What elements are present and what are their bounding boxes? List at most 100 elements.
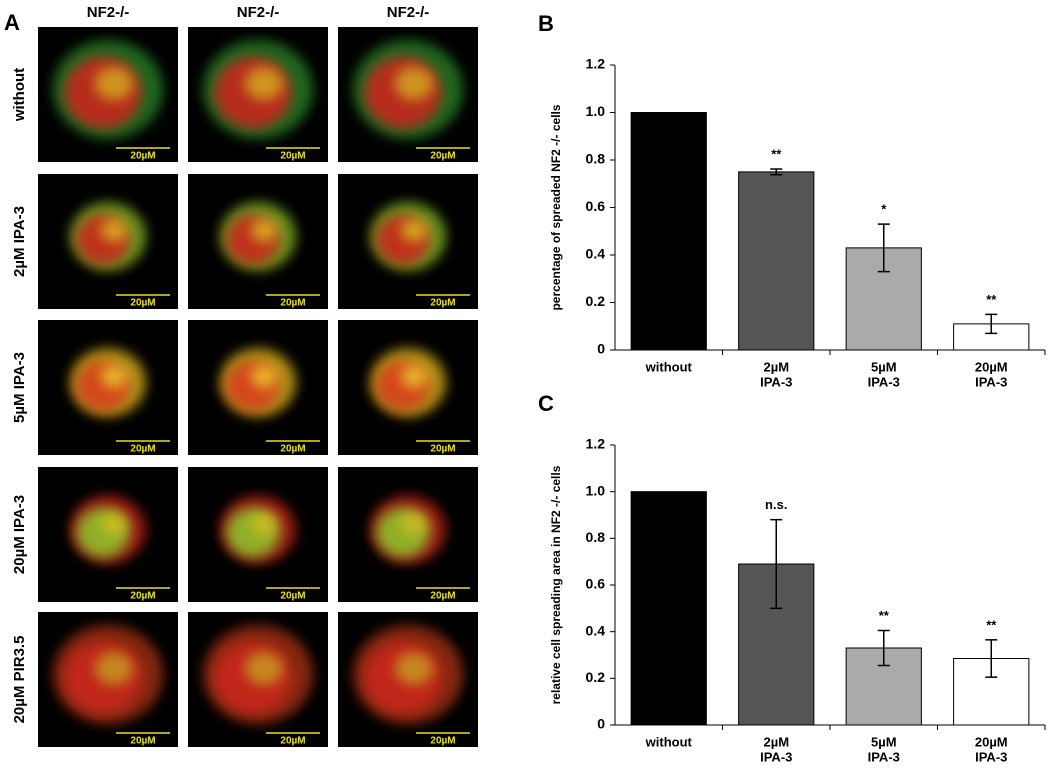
y-tick-label: 0.6 (586, 576, 606, 592)
y-tick-label: 0.4 (586, 246, 606, 262)
panel-label: B (538, 11, 554, 36)
cell-core (250, 365, 278, 388)
y-tick-label: 0.4 (586, 622, 606, 638)
y-tick-label: 0.8 (586, 151, 606, 167)
x-tick-label: without (645, 359, 693, 374)
x-tick-label: 20µM (975, 359, 1008, 374)
x-tick-label: IPA-3 (975, 749, 1007, 764)
y-tick-label: 0.6 (586, 198, 606, 214)
y-axis-label: percentage of spreaded NF2 -/- cells (549, 104, 563, 310)
x-tick-label: 2µM (763, 359, 789, 374)
scale-bar-label: 20µM (430, 151, 455, 162)
y-tick-label: 1.0 (586, 103, 606, 119)
cell-core (244, 67, 284, 100)
x-tick-label: 5µM (871, 359, 897, 374)
cell-core (250, 512, 278, 535)
x-tick-label: 20µM (975, 734, 1008, 749)
bar (630, 112, 707, 351)
error-bar (770, 518, 783, 610)
significance-label: ** (879, 608, 890, 623)
cell-core (400, 219, 428, 242)
bar (630, 491, 707, 726)
y-tick-label: 0.8 (586, 529, 606, 545)
cell-core (250, 219, 278, 242)
column-header: NF2-/- (387, 4, 430, 21)
x-tick-label: IPA-3 (868, 749, 900, 764)
panel-label: A (4, 10, 20, 35)
scale-bar-label: 20µM (130, 736, 155, 747)
cell-core (100, 512, 128, 535)
cell-core (94, 67, 134, 100)
y-tick-label: 0.2 (586, 293, 606, 309)
cell-image: 20µM (188, 612, 328, 747)
cell-core (100, 219, 128, 242)
scale-bar-label: 20µM (130, 298, 155, 309)
cell-image: 20µM (338, 612, 478, 747)
error-bar (770, 168, 783, 176)
scale-bar-label: 20µM (430, 591, 455, 602)
cell-image: 20µM (338, 174, 478, 309)
cell-image: 20µM (188, 320, 328, 455)
scale-bar-label: 20µM (430, 298, 455, 309)
cell-image: 20µM (38, 612, 178, 747)
y-axis-label: relative cell spreading area in NF2 -/- … (549, 465, 563, 704)
scale-bar-label: 20µM (280, 444, 305, 455)
significance-label: ** (986, 617, 997, 632)
x-tick-label: 5µM (871, 734, 897, 749)
x-tick-label: without (645, 734, 693, 749)
significance-label: * (881, 202, 887, 217)
cell-image: 20µM (188, 467, 328, 602)
cell-core (400, 512, 428, 535)
bar (845, 247, 922, 351)
cell-image: 20µM (338, 27, 478, 162)
bar (738, 171, 815, 351)
cell-core (244, 652, 284, 685)
cell-image: 20µM (338, 467, 478, 602)
row-label: 20µM PIR3.5 (11, 636, 28, 724)
row-label: 5µM IPA-3 (11, 352, 28, 423)
y-tick-label: 1.2 (586, 436, 606, 452)
y-tick-label: 0 (597, 341, 605, 357)
scale-bar-label: 20µM (280, 151, 305, 162)
scale-bar-label: 20µM (280, 736, 305, 747)
scale-bar-label: 20µM (130, 591, 155, 602)
cell-image: 20µM (38, 320, 178, 455)
x-tick-label: 2µM (763, 734, 789, 749)
significance-label: n.s. (765, 497, 787, 512)
scale-bar-label: 20µM (430, 444, 455, 455)
cell-image: 20µM (38, 174, 178, 309)
y-tick-label: 0 (597, 716, 605, 732)
scale-bar-label: 20µM (280, 591, 305, 602)
bar (845, 647, 922, 726)
cell-core (94, 652, 134, 685)
column-header: NF2-/- (87, 4, 130, 21)
cell-image: 20µM (188, 174, 328, 309)
error-bar (985, 639, 998, 678)
y-tick-label: 0.2 (586, 669, 606, 685)
cell-image: 20µM (188, 27, 328, 162)
cell-image: 20µM (38, 27, 178, 162)
panel-label: C (538, 391, 554, 416)
x-tick-label: IPA-3 (760, 749, 792, 764)
cell-core (400, 365, 428, 388)
cell-core (394, 67, 434, 100)
y-tick-label: 1.0 (586, 482, 606, 498)
row-label: 2µM IPA-3 (11, 206, 28, 277)
scale-bar-label: 20µM (130, 444, 155, 455)
scale-bar-label: 20µM (130, 151, 155, 162)
x-tick-label: IPA-3 (975, 374, 1007, 389)
x-tick-label: IPA-3 (868, 374, 900, 389)
error-bar (877, 223, 890, 273)
column-header: NF2-/- (237, 4, 280, 21)
error-bar (877, 629, 890, 667)
y-tick-label: 1.2 (586, 56, 606, 72)
cell-core (100, 365, 128, 388)
row-label: without (11, 68, 28, 122)
cell-image: 20µM (338, 320, 478, 455)
scale-bar-label: 20µM (430, 736, 455, 747)
row-label: 20µM IPA-3 (11, 495, 28, 574)
cell-core (394, 652, 434, 685)
cell-image: 20µM (38, 467, 178, 602)
error-bar (985, 313, 998, 335)
